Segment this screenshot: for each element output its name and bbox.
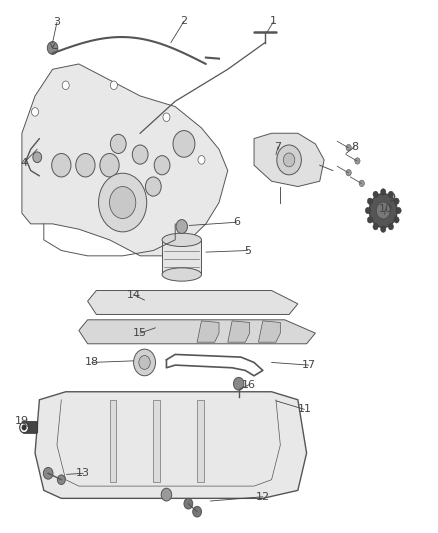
Polygon shape — [153, 400, 160, 482]
Text: 14: 14 — [127, 290, 141, 300]
FancyBboxPatch shape — [23, 422, 38, 433]
Circle shape — [57, 475, 65, 484]
Text: 16: 16 — [242, 380, 256, 390]
Ellipse shape — [162, 268, 201, 281]
Circle shape — [388, 223, 393, 230]
Circle shape — [173, 131, 195, 157]
Circle shape — [283, 153, 295, 167]
Circle shape — [154, 156, 170, 175]
Circle shape — [76, 154, 95, 177]
Ellipse shape — [162, 233, 201, 247]
Circle shape — [381, 226, 386, 232]
Circle shape — [367, 198, 373, 205]
Text: 17: 17 — [302, 360, 316, 370]
Circle shape — [145, 177, 161, 196]
Text: 4: 4 — [21, 158, 28, 167]
Circle shape — [100, 154, 119, 177]
Polygon shape — [162, 240, 201, 274]
Circle shape — [134, 349, 155, 376]
Circle shape — [346, 144, 351, 151]
Circle shape — [373, 223, 378, 230]
Polygon shape — [197, 321, 219, 342]
Circle shape — [161, 488, 172, 501]
Text: 11: 11 — [297, 405, 311, 414]
Circle shape — [163, 113, 170, 122]
Circle shape — [376, 202, 390, 219]
Circle shape — [139, 356, 150, 369]
Circle shape — [193, 506, 201, 517]
Circle shape — [198, 156, 205, 164]
Circle shape — [355, 158, 360, 164]
Polygon shape — [254, 133, 324, 187]
Circle shape — [367, 217, 373, 223]
Circle shape — [132, 145, 148, 164]
Circle shape — [359, 180, 364, 187]
Text: 1: 1 — [270, 17, 277, 26]
Text: 8: 8 — [351, 142, 358, 151]
Polygon shape — [258, 321, 280, 342]
Circle shape — [381, 189, 386, 195]
Text: 12: 12 — [256, 492, 270, 502]
Circle shape — [365, 207, 371, 214]
Text: 19: 19 — [15, 416, 29, 426]
Circle shape — [176, 220, 187, 233]
Circle shape — [22, 425, 26, 430]
Circle shape — [110, 134, 126, 154]
Circle shape — [110, 187, 136, 219]
Polygon shape — [79, 320, 315, 344]
Text: 13: 13 — [76, 469, 90, 478]
Polygon shape — [88, 290, 298, 314]
Circle shape — [99, 173, 147, 232]
Text: 3: 3 — [53, 18, 60, 27]
Circle shape — [43, 467, 53, 479]
Circle shape — [52, 154, 71, 177]
Circle shape — [396, 207, 401, 214]
Circle shape — [33, 152, 42, 163]
Circle shape — [62, 81, 69, 90]
Polygon shape — [197, 400, 204, 482]
Circle shape — [369, 193, 397, 228]
Circle shape — [373, 191, 378, 198]
Text: 7: 7 — [275, 142, 282, 151]
Polygon shape — [22, 64, 228, 256]
Polygon shape — [35, 392, 307, 498]
Circle shape — [277, 145, 301, 175]
Text: 10: 10 — [378, 204, 392, 214]
Circle shape — [47, 42, 58, 54]
Polygon shape — [110, 400, 116, 482]
Text: 2: 2 — [180, 17, 187, 26]
Circle shape — [388, 191, 393, 198]
Circle shape — [394, 198, 399, 205]
Circle shape — [233, 377, 244, 390]
Circle shape — [184, 498, 193, 509]
Polygon shape — [228, 321, 250, 342]
Circle shape — [32, 108, 39, 116]
Circle shape — [346, 169, 351, 176]
Circle shape — [20, 422, 28, 433]
Circle shape — [110, 81, 117, 90]
Text: 15: 15 — [133, 328, 147, 338]
Text: 6: 6 — [233, 217, 240, 227]
Text: 9: 9 — [389, 193, 396, 203]
Text: 18: 18 — [85, 358, 99, 367]
Circle shape — [394, 217, 399, 223]
Text: 5: 5 — [244, 246, 251, 255]
